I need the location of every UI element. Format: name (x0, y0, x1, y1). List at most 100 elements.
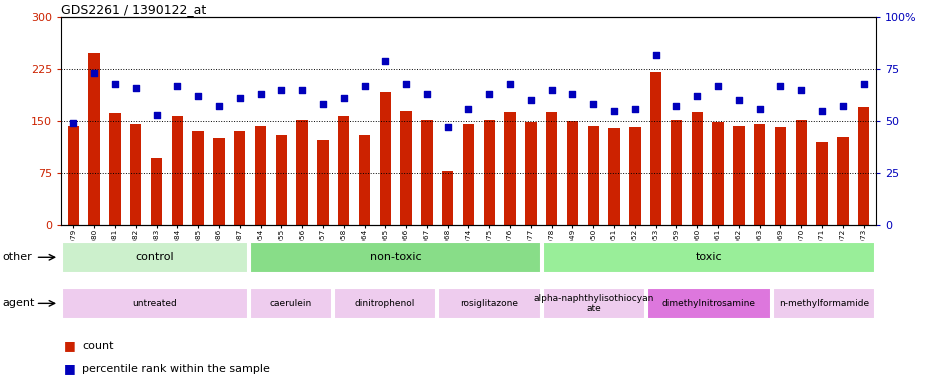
Point (190, 93, 205, 99)
Bar (691, 112, 702, 225)
Bar (62, 242, 248, 273)
Point (856, 81, 870, 87)
Point (627, 106, 642, 112)
Text: other: other (3, 252, 33, 262)
Text: alpha-naphthylisothiocyan
ate: alpha-naphthylisothiocyan ate (534, 294, 653, 313)
Text: ■: ■ (64, 339, 76, 352)
Point (336, 95, 351, 101)
Bar (628, 127, 640, 225)
Point (294, 87, 309, 93)
Point (606, 108, 621, 114)
Bar (62, 288, 248, 319)
Point (273, 87, 288, 93)
Bar (607, 128, 619, 225)
Point (689, 93, 704, 99)
Bar (192, 131, 204, 225)
Bar (250, 288, 331, 319)
Bar (504, 112, 515, 225)
Bar (857, 107, 869, 225)
Text: n-methylformamide: n-methylformamide (778, 299, 868, 308)
Point (377, 58, 392, 64)
Text: ■: ■ (64, 362, 76, 375)
Bar (88, 53, 100, 225)
Bar (483, 119, 494, 225)
Point (648, 51, 663, 58)
Bar (462, 124, 474, 225)
Text: rosiglitazone: rosiglitazone (460, 299, 518, 308)
Bar (338, 116, 349, 225)
Text: caerulein: caerulein (270, 299, 312, 308)
Text: non-toxic: non-toxic (369, 252, 420, 262)
Point (66, 120, 80, 126)
Bar (670, 119, 681, 225)
Point (253, 91, 268, 97)
Bar (255, 126, 266, 225)
Point (149, 112, 164, 118)
Bar (647, 288, 769, 319)
Bar (234, 131, 245, 225)
Point (481, 91, 496, 97)
Text: toxic: toxic (695, 252, 722, 262)
Point (709, 83, 724, 89)
Point (128, 85, 143, 91)
Bar (358, 135, 370, 225)
Point (419, 91, 434, 97)
Point (668, 103, 683, 109)
Bar (296, 119, 308, 225)
Bar (815, 142, 826, 225)
Point (772, 83, 787, 89)
Point (585, 101, 600, 108)
Point (564, 91, 579, 97)
Text: dinitrophenol: dinitrophenol (355, 299, 415, 308)
Point (813, 108, 828, 114)
Point (398, 81, 413, 87)
Bar (587, 126, 598, 225)
Bar (566, 121, 578, 225)
Bar (732, 126, 744, 225)
Bar (753, 124, 765, 225)
Bar (438, 288, 540, 319)
Text: GDS2261 / 1390122_at: GDS2261 / 1390122_at (61, 3, 206, 16)
Bar (250, 242, 540, 273)
Bar (333, 288, 435, 319)
Bar (110, 113, 121, 225)
Bar (711, 122, 723, 225)
Bar (275, 135, 286, 225)
Bar (130, 124, 141, 225)
Bar (151, 158, 162, 225)
Point (169, 83, 184, 89)
Point (315, 101, 330, 108)
Bar (442, 171, 453, 225)
Point (544, 87, 559, 93)
Point (440, 124, 455, 130)
Text: agent: agent (3, 298, 36, 308)
Point (87, 70, 102, 76)
Bar (379, 92, 390, 225)
Point (731, 97, 746, 103)
Bar (67, 126, 79, 225)
Point (523, 97, 538, 103)
Bar (400, 111, 412, 225)
Point (108, 81, 123, 87)
Bar (836, 137, 848, 225)
Bar (546, 112, 557, 225)
Point (502, 81, 517, 87)
Bar (542, 288, 644, 319)
Bar (542, 242, 874, 273)
Text: untreated: untreated (133, 299, 177, 308)
Bar (171, 116, 183, 225)
Bar (317, 140, 329, 225)
Point (793, 87, 808, 93)
Bar (421, 119, 432, 225)
Point (461, 106, 475, 112)
Bar (213, 138, 225, 225)
Point (752, 106, 767, 112)
Bar (795, 119, 806, 225)
Bar (650, 72, 661, 225)
Point (212, 103, 227, 109)
Point (232, 95, 247, 101)
Point (834, 103, 849, 109)
Point (357, 83, 372, 89)
Bar (774, 127, 785, 225)
Text: percentile rank within the sample: percentile rank within the sample (82, 364, 271, 374)
